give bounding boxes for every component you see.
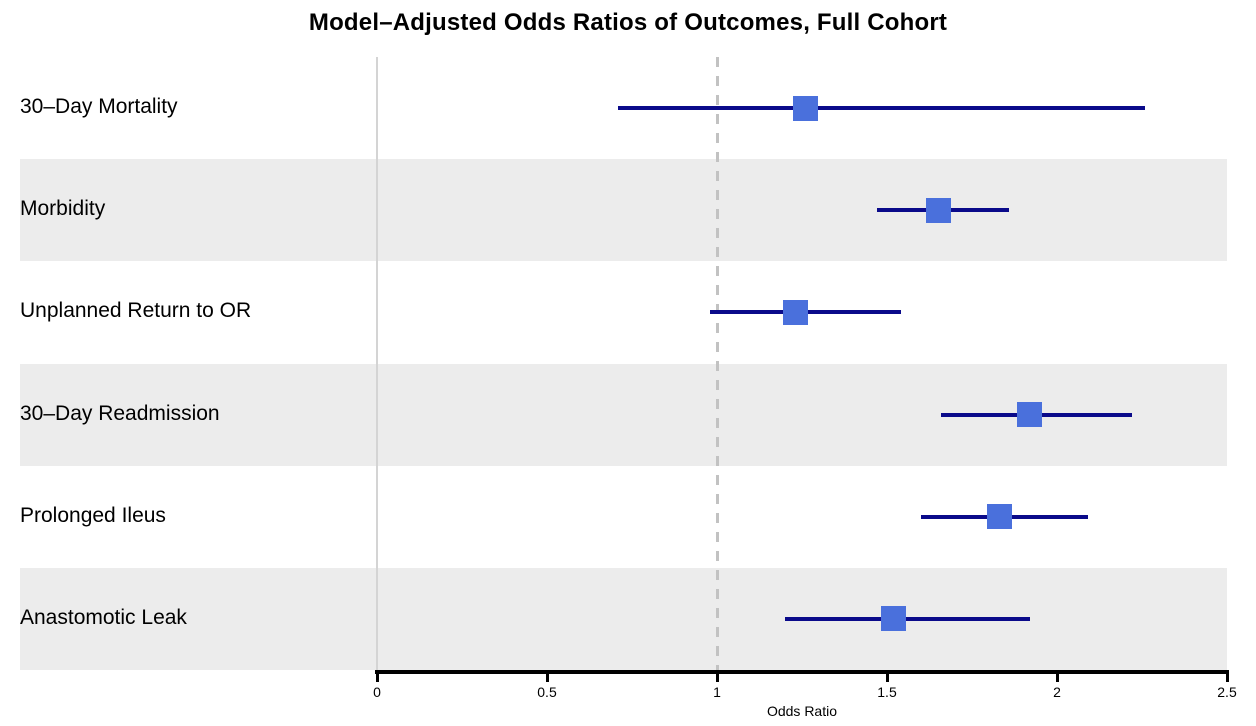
x-tick-label: 1 bbox=[713, 684, 721, 700]
row-band bbox=[20, 159, 1227, 262]
row-label: Unplanned Return to OR bbox=[20, 299, 252, 323]
x-axis-tick bbox=[1055, 674, 1059, 682]
point-estimate-marker bbox=[925, 197, 951, 223]
x-axis-tick bbox=[545, 674, 549, 682]
point-estimate-marker bbox=[792, 95, 818, 121]
x-axis-label: Odds Ratio bbox=[766, 703, 838, 719]
x-axis-line bbox=[375, 670, 1229, 674]
x-axis-tick bbox=[885, 674, 889, 682]
ci-whisker bbox=[785, 616, 1030, 621]
x-tick-label: 2.5 bbox=[1217, 684, 1237, 700]
row-label: 30–Day Mortality bbox=[20, 95, 178, 119]
ci-whisker bbox=[618, 106, 1146, 111]
point-estimate-marker bbox=[782, 299, 808, 325]
x-axis-tick bbox=[1225, 674, 1229, 682]
x-tick-label: 2 bbox=[1053, 684, 1061, 700]
point-estimate-marker bbox=[986, 504, 1012, 530]
row-label: 30–Day Readmission bbox=[20, 401, 220, 425]
zero-gridline bbox=[376, 57, 378, 670]
reference-line-or-1 bbox=[715, 57, 719, 670]
x-tick-label: 1.5 bbox=[877, 684, 897, 700]
row-label: Prolonged Ileus bbox=[20, 503, 166, 527]
row-label: Anastomotic Leak bbox=[20, 605, 187, 629]
x-axis-tick bbox=[375, 674, 379, 682]
row-band bbox=[20, 567, 1227, 670]
chart-title: Model–Adjusted Odds Ratios of Outcomes, … bbox=[308, 9, 948, 36]
row-label: Morbidity bbox=[20, 197, 106, 221]
point-estimate-marker bbox=[881, 606, 907, 632]
x-tick-label: 0 bbox=[373, 684, 381, 700]
x-tick-label: 0.5 bbox=[537, 684, 557, 700]
x-axis-tick bbox=[715, 674, 719, 682]
point-estimate-marker bbox=[1017, 402, 1043, 428]
